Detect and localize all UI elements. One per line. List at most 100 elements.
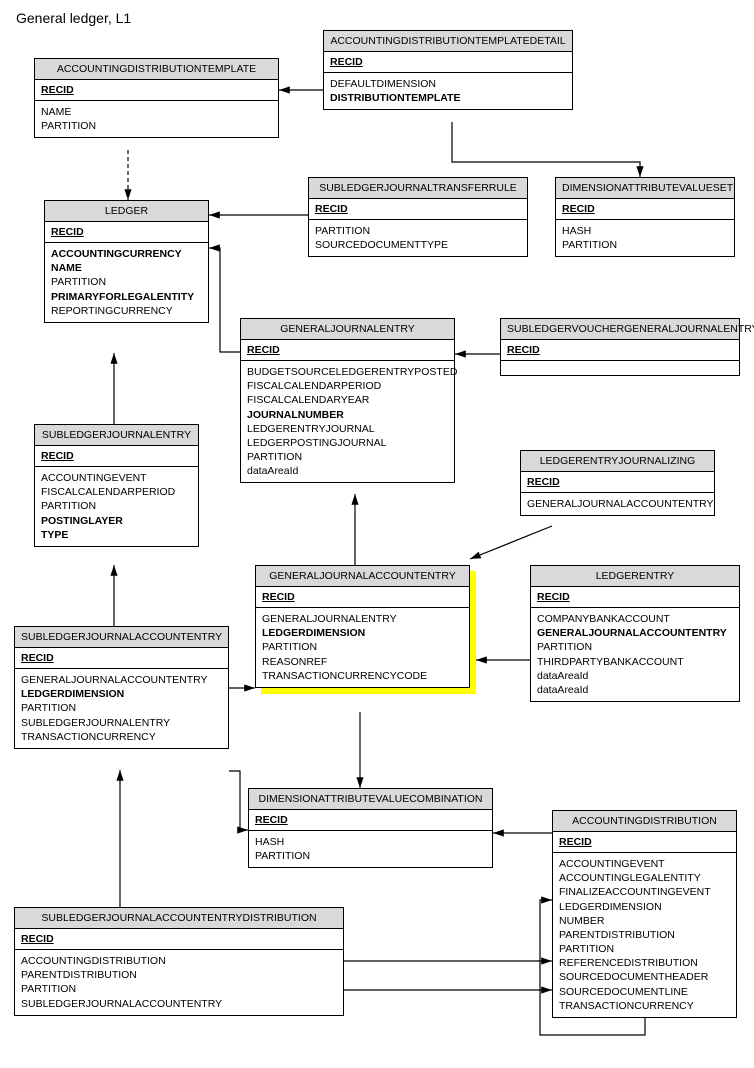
field: HASH [562,224,728,238]
entity-davc: DIMENSIONATTRIBUTEVALUECOMBINATIONRECIDH… [248,788,493,868]
entity-pk: RECID [35,80,278,101]
entity-pk: RECID [309,199,527,220]
field: SOURCEDOCUMENTHEADER [559,970,730,984]
field: PARTITION [21,701,222,715]
entity-gjae: GENERALJOURNALACCOUNTENTRYRECIDGENERALJO… [255,565,470,688]
entity-fields: ACCOUNTINGCURRENCYNAMEPARTITIONPRIMARYFO… [45,243,208,322]
field: PRIMARYFORLEGALENTITY [51,290,202,304]
entity-sljtr: SUBLEDGERJOURNALTRANSFERRULERECIDPARTITI… [308,177,528,257]
entity-header: DIMENSIONATTRIBUTEVALUECOMBINATION [249,789,492,810]
field: PARTITION [315,224,521,238]
field: ACCOUNTINGEVENT [41,471,192,485]
entity-pk: RECID [256,587,469,608]
entity-pk: RECID [241,340,454,361]
field: DEFAULTDIMENSION [330,77,566,91]
field: DISTRIBUTIONTEMPLATE [330,91,566,105]
field: SOURCEDOCUMENTLINE [559,985,730,999]
entity-header: SUBLEDGERJOURNALACCOUNTENTRY [15,627,228,648]
field: LEDGERDIMENSION [262,626,463,640]
entity-fields [501,361,739,375]
field: LEDGERDIMENSION [559,900,730,914]
field: HASH [255,835,486,849]
entity-pk: RECID [15,929,343,950]
entity-fields: PARTITIONSOURCEDOCUMENTTYPE [309,220,527,256]
field: TRANSACTIONCURRENCYCODE [262,669,463,683]
entity-header: GENERALJOURNALENTRY [241,319,454,340]
entity-fields: NAMEPARTITION [35,101,278,137]
field: PARENTDISTRIBUTION [21,968,337,982]
field: ACCOUNTINGDISTRIBUTION [21,954,337,968]
entity-fields: GENERALJOURNALACCOUNTENTRYLEDGERDIMENSIO… [15,669,228,748]
field: FINALIZEACCOUNTINGEVENT [559,885,730,899]
field: REFERENCEDISTRIBUTION [559,956,730,970]
entity-header: ACCOUNTINGDISTRIBUTIONTEMPLATEDETAIL [324,31,572,52]
entity-header: LEDGER [45,201,208,222]
entity-pk: RECID [45,222,208,243]
field: FISCALCALENDARYEAR [247,393,448,407]
field: TRANSACTIONCURRENCY [21,730,222,744]
entity-ledger: LEDGERRECIDACCOUNTINGCURRENCYNAMEPARTITI… [44,200,209,323]
field: COMPANYBANKACCOUNT [537,612,733,626]
entity-fields: GENERALJOURNALACCOUNTENTRY [521,493,714,515]
field: LEDGERPOSTINGJOURNAL [247,436,448,450]
field: PARTITION [41,119,272,133]
field: NAME [41,105,272,119]
field: PARTITION [562,238,728,252]
entity-fields: GENERALJOURNALENTRYLEDGERDIMENSIONPARTIT… [256,608,469,687]
entity-slje: SUBLEDGERJOURNALENTRYRECID ACCOUNTINGEVEN… [34,424,199,547]
field: BUDGETSOURCELEDGERENTRYPOSTED [247,365,448,379]
entity-fields: HASHPARTITION [556,220,734,256]
edge [229,771,248,830]
field: dataAreaId [537,669,733,683]
field: PARTITION [247,450,448,464]
entity-le: LEDGERENTRYRECIDCOMPANYBANKACCOUNTGENERA… [530,565,740,702]
entity-fields: COMPANYBANKACCOUNTGENERALJOURNALACCOUNTE… [531,608,739,701]
field: REPORTINGCURRENCY [51,304,202,318]
field: TRANSACTIONCURRENCY [559,999,730,1013]
field: SUBLEDGERJOURNALENTRY [21,716,222,730]
entity-pk: RECID [324,52,572,73]
edge [470,526,552,559]
field: PARTITION [537,640,733,654]
field: GENERALJOURNALENTRY [262,612,463,626]
entity-sljaed: SUBLEDGERJOURNALACCOUNTENTRYDISTRIBUTION… [14,907,344,1016]
entity-header: SUBLEDGERJOURNALENTRY [35,425,198,446]
entity-pk: RECID [521,472,714,493]
field: PARTITION [41,499,192,513]
field: PARTITION [21,982,337,996]
entity-header: ACCOUNTINGDISTRIBUTIONTEMPLATE [35,59,278,80]
field: GENERALJOURNALACCOUNTENTRY [527,497,708,511]
entity-ad: ACCOUNTINGDISTRIBUTIONRECID ACCOUNTINGEVE… [552,810,737,1018]
field: GENERALJOURNALACCOUNTENTRY [21,673,222,687]
entity-lej: LEDGERENTRYJOURNALIZINGRECID GENERALJOURN… [520,450,715,516]
entity-pk: RECID [249,810,492,831]
entity-pk: RECID [553,832,736,853]
edge [209,248,240,352]
entity-header: SUBLEDGERJOURNALTRANSFERRULE [309,178,527,199]
entity-pk: RECID [15,648,228,669]
field: PARTITION [255,849,486,863]
field: SUBLEDGERJOURNALACCOUNTENTRY [21,997,337,1011]
entity-pk: RECID [35,446,198,467]
entity-pk: RECID [501,340,739,361]
field: ACCOUNTINGEVENT [559,857,730,871]
entity-sljae: SUBLEDGERJOURNALACCOUNTENTRYRECIDGENERAL… [14,626,229,749]
edge [452,122,640,177]
field: THIRDPARTYBANKACCOUNT [537,655,733,669]
field: FISCALCALENDARPERIOD [247,379,448,393]
field: LEDGERENTRYJOURNAL [247,422,448,436]
field: NUMBER [559,914,730,928]
field: GENERALJOURNALACCOUNTENTRY [537,626,733,640]
entity-header: LEDGERENTRYJOURNALIZING [521,451,714,472]
field: ACCOUNTINGLEGALENTITY [559,871,730,885]
field: JOURNALNUMBER [247,408,448,422]
field: FISCALCALENDARPERIOD [41,485,192,499]
field: PARTITION [51,275,202,289]
entity-fields: HASHPARTITION [249,831,492,867]
field: ACCOUNTINGCURRENCY [51,247,202,261]
entity-header: GENERALJOURNALACCOUNTENTRY [256,566,469,587]
entity-header: ACCOUNTINGDISTRIBUTION [553,811,736,832]
entity-pk: RECID [556,199,734,220]
field: PARENTDISTRIBUTION [559,928,730,942]
field: SOURCEDOCUMENTTYPE [315,238,521,252]
